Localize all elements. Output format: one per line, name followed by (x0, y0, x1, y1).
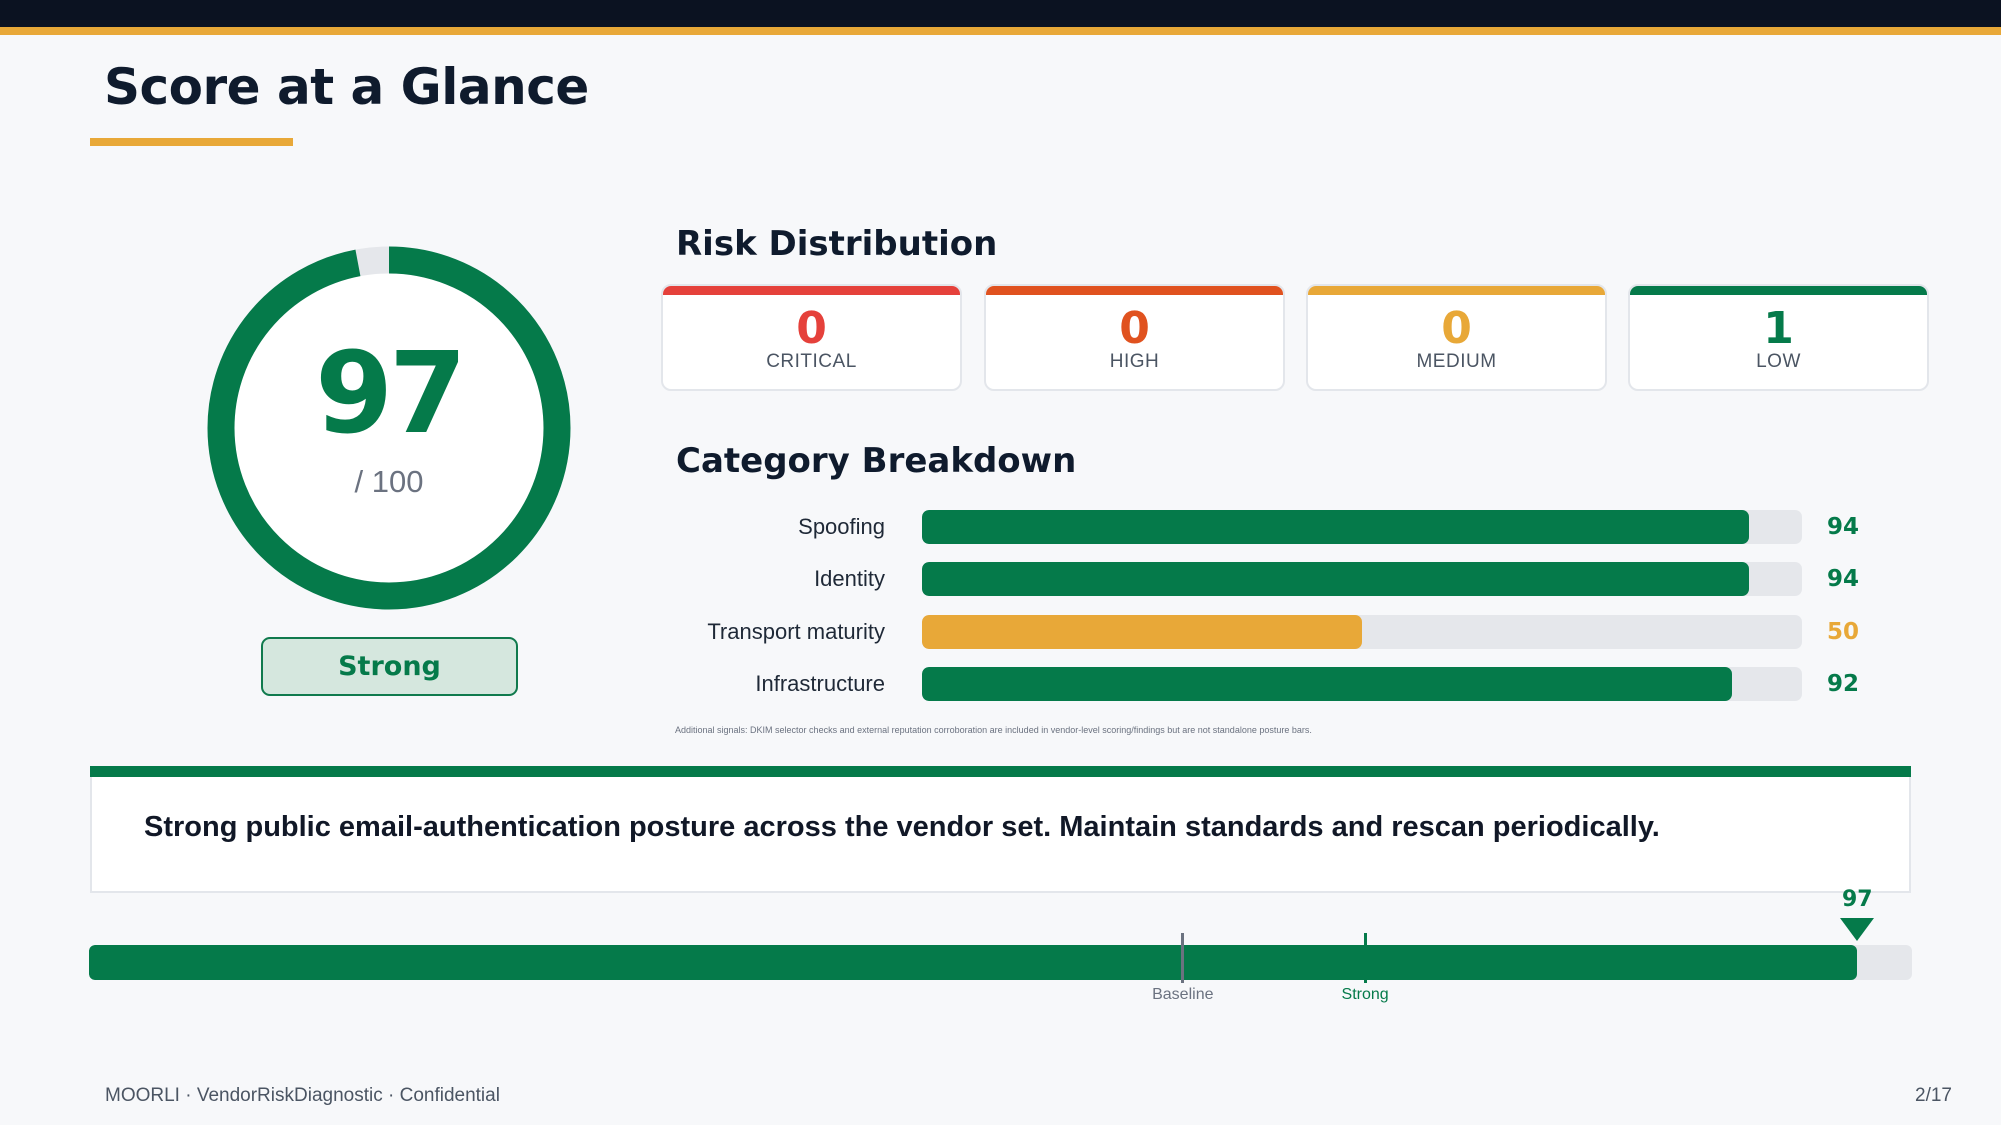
risk-distribution-title: Risk Distribution (676, 224, 998, 264)
category-row-transport-maturity: Transport maturity 50 (640, 614, 1860, 650)
scale-marker-arrow-icon (1840, 918, 1875, 941)
risk-card-medium: 0 MEDIUM (1306, 284, 1607, 391)
category-bar-track (922, 562, 1802, 596)
category-footnote: Additional signals: DKIM selector checks… (675, 725, 1312, 735)
scale-tick-label-baseline: Baseline (1152, 986, 1214, 1003)
score-max-label: / 100 (354, 464, 424, 499)
score-gauge: 97 / 100 (207, 246, 571, 610)
category-bar-track (922, 667, 1802, 701)
category-row-spoofing: Spoofing 94 (640, 509, 1860, 545)
category-value: 94 (1827, 514, 1860, 540)
top-bar (0, 0, 2001, 27)
category-bar-fill (922, 667, 1732, 701)
risk-count: 1 (1763, 303, 1794, 354)
scale-tick-baseline (1181, 933, 1185, 983)
scale-tick-label-strong: Strong (1341, 986, 1389, 1003)
category-label: Spoofing (798, 514, 885, 539)
category-value: 92 (1827, 671, 1860, 697)
category-value: 94 (1827, 566, 1860, 592)
risk-label: CRITICAL (766, 351, 857, 372)
category-row-identity: Identity 94 (640, 561, 1860, 597)
category-bar-fill (922, 562, 1750, 596)
score-ring (207, 246, 571, 610)
category-bar-track (922, 510, 1802, 544)
score-scale-fill (89, 945, 1858, 980)
summary-text: Strong public email-authentication postu… (144, 811, 1660, 843)
summary-accent-bar (90, 766, 1911, 777)
scale-tick-strong (1363, 933, 1367, 983)
top-accent-stripe (0, 27, 2001, 35)
category-value: 50 (1827, 619, 1860, 645)
risk-label: LOW (1756, 351, 1801, 372)
score-value: 97 (315, 329, 467, 459)
page-title: Score at a Glance (104, 58, 589, 116)
risk-card-stripe (1630, 286, 1927, 295)
risk-card-stripe (1308, 286, 1605, 295)
risk-label: HIGH (1109, 351, 1160, 372)
risk-count: 0 (796, 303, 827, 354)
category-bar-fill (922, 615, 1362, 649)
risk-card-stripe (663, 286, 960, 295)
risk-count: 0 (1441, 303, 1472, 354)
footer-confidential: MOORLI · VendorRiskDiagnostic · Confiden… (105, 1085, 500, 1106)
category-label: Identity (814, 566, 885, 591)
category-label: Transport maturity (707, 619, 885, 644)
risk-card-stripe (986, 286, 1283, 295)
rating-badge: Strong (261, 637, 518, 696)
risk-label: MEDIUM (1416, 351, 1497, 372)
risk-card-critical: 0 CRITICAL (661, 284, 962, 391)
risk-card-low: 1 LOW (1628, 284, 1929, 391)
page-number: 2/17 (1915, 1085, 1952, 1106)
category-bar-fill (922, 510, 1750, 544)
category-bar-track (922, 615, 1802, 649)
category-label: Infrastructure (755, 671, 885, 696)
category-breakdown-title: Category Breakdown (676, 441, 1077, 481)
risk-count: 0 (1119, 303, 1150, 354)
score-ring-progress (207, 246, 571, 610)
score-scale-track (89, 945, 1912, 980)
category-row-infrastructure: Infrastructure 92 (640, 666, 1860, 702)
risk-card-high: 0 HIGH (984, 284, 1285, 391)
summary-callout: Strong public email-authentication postu… (90, 777, 1911, 893)
scale-marker-value: 97 (1841, 887, 1873, 912)
title-underline (90, 138, 293, 146)
